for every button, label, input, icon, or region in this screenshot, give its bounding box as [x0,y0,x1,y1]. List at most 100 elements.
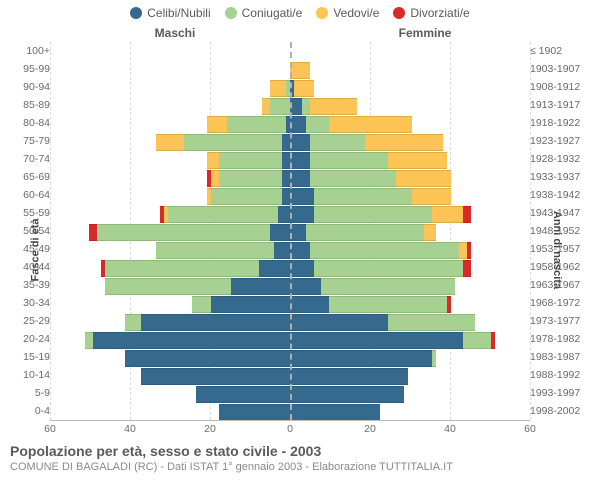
bar-female [290,152,526,167]
bar-segment [290,332,463,349]
x-tick: 60 [524,423,536,435]
age-label: 90-94 [0,81,54,93]
age-label: 60-64 [0,189,54,201]
bar-segment [141,368,290,385]
bar-segment [89,224,97,241]
x-tick: 60 [44,423,56,435]
age-label: 5-9 [0,387,54,399]
bar-segment [85,332,93,349]
bar-male [54,242,290,257]
bar-female [290,404,526,419]
bar-segment [447,296,451,313]
bar-segment [432,350,436,367]
birth-label: 1948-1952 [526,225,600,237]
bar-segment [290,368,408,385]
bar-segment [290,170,310,187]
bar-segment [196,386,290,403]
bar-segment [282,188,290,205]
bar-segment [329,296,447,313]
bar-segment [388,152,447,169]
legend-swatch [316,7,328,19]
bar-segment [290,116,306,133]
bar-segment [290,278,321,295]
bar-segment [282,152,290,169]
legend-label: Coniugati/e [242,6,303,20]
bar-segment [211,170,219,187]
bar-female [290,296,526,311]
birth-label: 1963-1967 [526,279,600,291]
age-label: 50-54 [0,225,54,237]
bar-segment [306,224,424,241]
plot-area: 100+≤ 190295-991903-190790-941908-191285… [50,42,530,420]
bar-segment [329,116,412,133]
bar-segment [282,134,290,151]
x-tick: 40 [124,423,136,435]
bar-segment [463,206,471,223]
bar-segment [97,224,270,241]
bar-segment [290,260,314,277]
bar-segment [290,350,432,367]
birth-label: 1918-1922 [526,117,600,129]
legend-swatch [393,7,405,19]
bar-segment [207,152,219,169]
birth-label: 1993-1997 [526,387,600,399]
bar-segment [219,170,282,187]
birth-label: 1978-1982 [526,333,600,345]
legend-label: Vedovi/e [333,6,379,20]
bar-segment [365,134,444,151]
bar-female [290,116,526,131]
bar-segment [125,350,290,367]
age-label: 75-79 [0,135,54,147]
birth-label: 1953-1957 [526,243,600,255]
bar-segment [274,242,290,259]
bar-segment [294,80,314,97]
age-label: 0-4 [0,405,54,417]
bar-female [290,314,526,329]
birth-label: 1933-1937 [526,171,600,183]
age-label: 55-59 [0,207,54,219]
bar-segment [93,332,290,349]
bar-segment [491,332,495,349]
bar-segment [290,206,314,223]
header-female: Femmine [300,26,600,40]
bar-male [54,98,290,113]
bar-segment [459,242,467,259]
legend-swatch [225,7,237,19]
bar-segment [290,224,306,241]
age-label: 25-29 [0,315,54,327]
bar-male [54,404,290,419]
bar-male [54,278,290,293]
center-line [290,42,292,420]
bar-segment [262,98,270,115]
column-headers: Maschi Femmine [0,26,600,40]
bar-female [290,80,526,95]
bar-segment [105,278,231,295]
age-label: 100+ [0,45,54,57]
legend-label: Celibi/Nubili [147,6,210,20]
bar-segment [211,188,282,205]
bar-segment [259,260,290,277]
gridline [530,42,531,420]
legend-item: Vedovi/e [316,6,379,20]
birth-label: 1998-2002 [526,405,600,417]
bar-male [54,116,290,131]
bar-segment [270,80,286,97]
birth-label: 1938-1942 [526,189,600,201]
bar-male [54,206,290,221]
bar-segment [156,242,274,259]
bar-male [54,80,290,95]
bar-segment [290,404,380,421]
x-tick: 40 [444,423,456,435]
birth-label: 1913-1917 [526,99,600,111]
bar-female [290,350,526,365]
bar-male [54,188,290,203]
age-label: 85-89 [0,99,54,111]
bar-female [290,98,526,113]
bar-segment [463,332,491,349]
bar-segment [207,116,227,133]
bar-female [290,242,526,257]
bar-segment [310,152,389,169]
bar-segment [314,206,432,223]
bar-female [290,386,526,401]
bar-male [54,152,290,167]
